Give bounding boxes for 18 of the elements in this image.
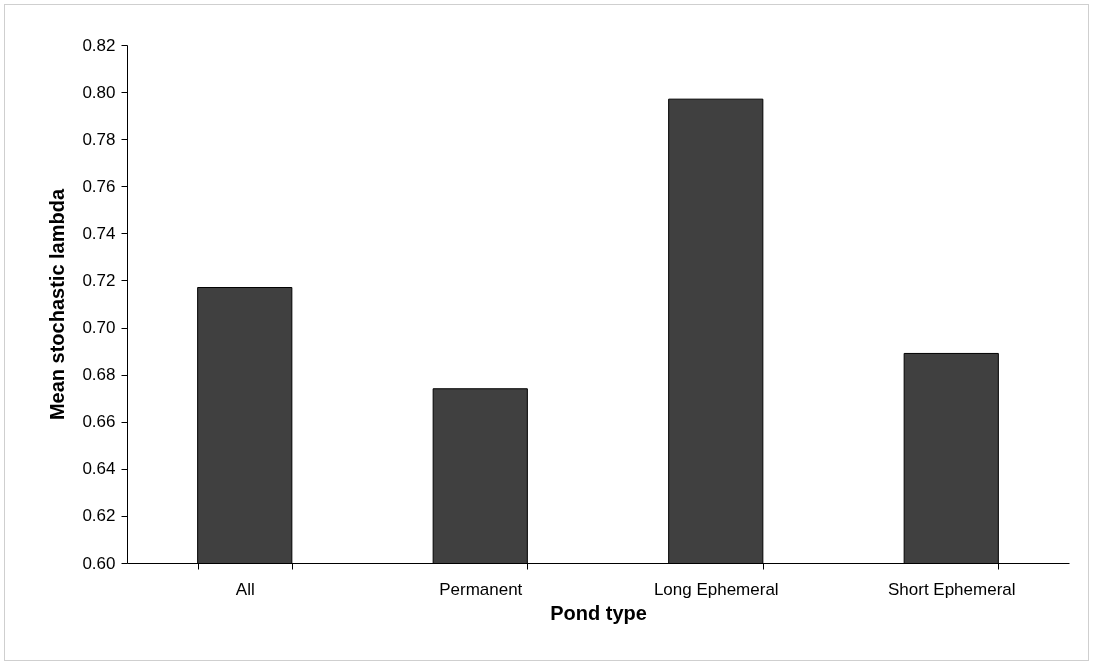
- y-tick-label: 0.66: [82, 412, 116, 432]
- y-tick-label: 0.60: [82, 553, 116, 573]
- y-tick-label: 0.82: [82, 35, 116, 55]
- x-axis-title: Pond type: [550, 601, 647, 624]
- y-tick-label: 0.64: [82, 459, 116, 479]
- x-tick-label: All: [235, 579, 255, 599]
- y-tick-label: 0.80: [82, 82, 116, 102]
- x-tick-label: Long Ephemeral: [653, 579, 779, 599]
- x-tick-label: Permanent: [439, 579, 523, 599]
- y-tick-label: 0.72: [82, 270, 116, 290]
- y-tick-label: 0.68: [82, 365, 116, 385]
- y-axis-title: Mean stochastic lambda: [46, 188, 69, 421]
- y-tick-label: 0.78: [82, 129, 116, 149]
- y-tick-label: 0.62: [82, 506, 116, 526]
- x-tick-label: Short Ephemeral: [887, 579, 1016, 599]
- y-tick-label: 0.74: [82, 223, 116, 243]
- y-tick-label: 0.76: [82, 176, 116, 196]
- y-tick-label: 0.70: [82, 318, 116, 338]
